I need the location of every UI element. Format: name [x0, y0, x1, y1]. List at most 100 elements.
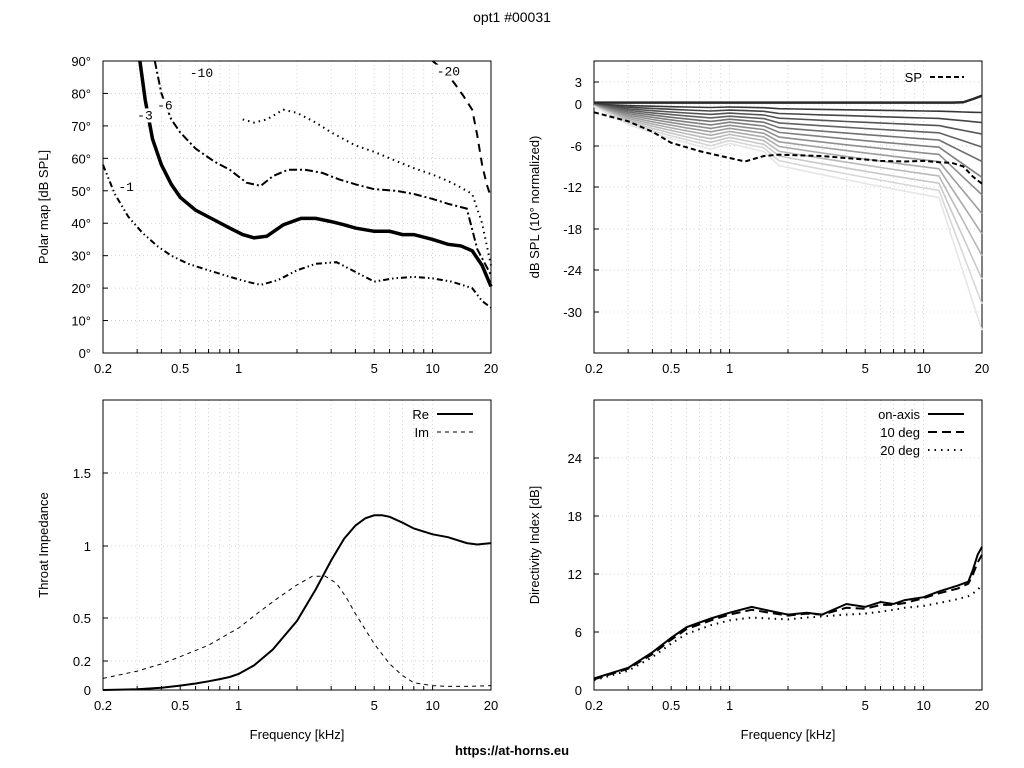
plot-border — [593, 60, 983, 354]
x-tick-label: 0.2 — [94, 361, 112, 376]
series-line-10-deg — [593, 554, 983, 681]
y-tick-label: 60° — [71, 151, 91, 166]
contour-label-bg — [155, 98, 176, 113]
y-tick-label: -12 — [563, 180, 582, 195]
y-tick-label: 40° — [71, 216, 91, 231]
plot-border — [102, 60, 492, 354]
x-tick-label: 10 — [425, 361, 439, 376]
legend: Re Im — [412, 407, 473, 440]
chart-polar: 0.2 0.5 1 5 10 20 0° 10° 20° 30° 40° 50° 60° 70° 80° 90… — [36, 54, 498, 376]
contour-label-bg — [116, 179, 137, 194]
legend: SP — [905, 70, 964, 85]
offaxis-curve — [593, 104, 983, 148]
y-tick-label: 0.5 — [73, 611, 91, 626]
x-tick-label: 1 — [235, 698, 242, 713]
series-line-sp — [593, 111, 983, 185]
y-tick-label: 50° — [71, 184, 91, 199]
offaxis-curve — [593, 105, 983, 280]
x-tick-label: 10 — [916, 361, 930, 376]
contour-label-bg — [187, 66, 216, 81]
x-tick-label: 5 — [862, 361, 869, 376]
legend-label: 20 deg — [880, 443, 920, 458]
contour-line--3 — [138, 60, 493, 288]
y-axis-label: dB SPL (10° normalized) — [527, 136, 542, 279]
series-line-re — [102, 514, 492, 691]
legend-label: on-axis — [878, 407, 920, 422]
x-tick-label: 0.5 — [662, 698, 680, 713]
y-tick-label: 70° — [71, 119, 91, 134]
y-tick-label: 20° — [71, 281, 91, 296]
offaxis-curve — [593, 103, 983, 135]
offaxis-curve — [593, 104, 983, 196]
y-tick-label: -6 — [570, 139, 582, 154]
x-tick-label: 5 — [371, 698, 378, 713]
x-tick-label: 0.2 — [585, 698, 603, 713]
y-tick-label: 0 — [575, 683, 582, 698]
y-tick-label: 30° — [71, 249, 91, 264]
contour-label: -3 — [137, 108, 153, 123]
y-tick-label: 18 — [568, 509, 582, 524]
y-tick-label: 1.5 — [73, 466, 91, 481]
series-line-20-deg — [593, 584, 983, 682]
y-tick-label: -18 — [563, 222, 582, 237]
legend-label: Re — [412, 407, 429, 422]
y-tick-label: 1 — [84, 539, 91, 554]
x-tick-label: 10 — [916, 698, 930, 713]
contour-label: -20 — [437, 65, 460, 80]
legend-label: 10 deg — [880, 425, 920, 440]
y-tick-label: 0 — [575, 97, 582, 112]
offaxis-curve — [593, 105, 983, 235]
y-axis-label: Polar map [dB SPL] — [36, 150, 51, 264]
x-axis-label: Frequency [kHz] — [250, 727, 345, 742]
y-tick-label: 0.2 — [73, 654, 91, 669]
contour-line--6 — [153, 60, 492, 276]
x-axis-label: Frequency [kHz] — [741, 727, 836, 742]
x-tick-label: 5 — [862, 698, 869, 713]
footer-url: https://at-horns.eu — [454, 743, 570, 758]
x-tick-label: 20 — [975, 698, 989, 713]
contour-line--1 — [102, 164, 492, 309]
y-tick-label: 80° — [71, 86, 91, 101]
y-tick-label: 0° — [79, 346, 91, 361]
y-axis-label: Throat Impedance — [36, 492, 51, 598]
y-tick-label: 0 — [84, 683, 91, 698]
x-tick-label: 0.5 — [171, 361, 189, 376]
offaxis-curve — [593, 105, 983, 331]
contour-label: -1 — [118, 180, 134, 195]
y-tick-label: 24 — [568, 451, 582, 466]
y-axis-label: Directivity Index [dB] — [527, 486, 542, 605]
y-tick-label: -24 — [563, 263, 582, 278]
x-tick-label: 0.2 — [585, 361, 603, 376]
plot-border — [593, 399, 983, 691]
offaxis-curve — [593, 104, 983, 179]
contour-label-bg — [135, 108, 156, 123]
x-tick-label: 5 — [371, 361, 378, 376]
contour-label: -6 — [157, 99, 173, 114]
x-tick-label: 20 — [484, 361, 498, 376]
x-tick-label: 20 — [975, 361, 989, 376]
chart-di: 0.2 0.5 1 5 10 20 0 6 12 18 24 Directivity Index [d… — [527, 399, 989, 742]
series-line-on-axis — [593, 546, 983, 680]
y-tick-label: 12 — [568, 567, 582, 582]
y-tick-label: 3 — [575, 75, 582, 90]
contour-line--10 — [242, 108, 492, 266]
y-tick-label: 6 — [575, 625, 582, 640]
series-line-im — [102, 575, 492, 687]
contour-line--20 — [431, 60, 492, 198]
offaxis-curve — [593, 104, 983, 163]
x-tick-label: 1 — [235, 361, 242, 376]
contour-label-bg — [434, 64, 463, 79]
x-tick-label: 1 — [726, 361, 733, 376]
legend-label: Im — [415, 425, 429, 440]
x-tick-label: 1 — [726, 698, 733, 713]
contour-label: -10 — [190, 66, 213, 81]
chart-title: opt1 #00031 — [473, 9, 551, 25]
y-tick-label: 90° — [71, 54, 91, 69]
x-tick-label: 0.2 — [94, 698, 112, 713]
offaxis-curve — [593, 104, 983, 215]
offaxis-curve — [593, 105, 983, 305]
offaxis-curve — [594, 94, 983, 104]
